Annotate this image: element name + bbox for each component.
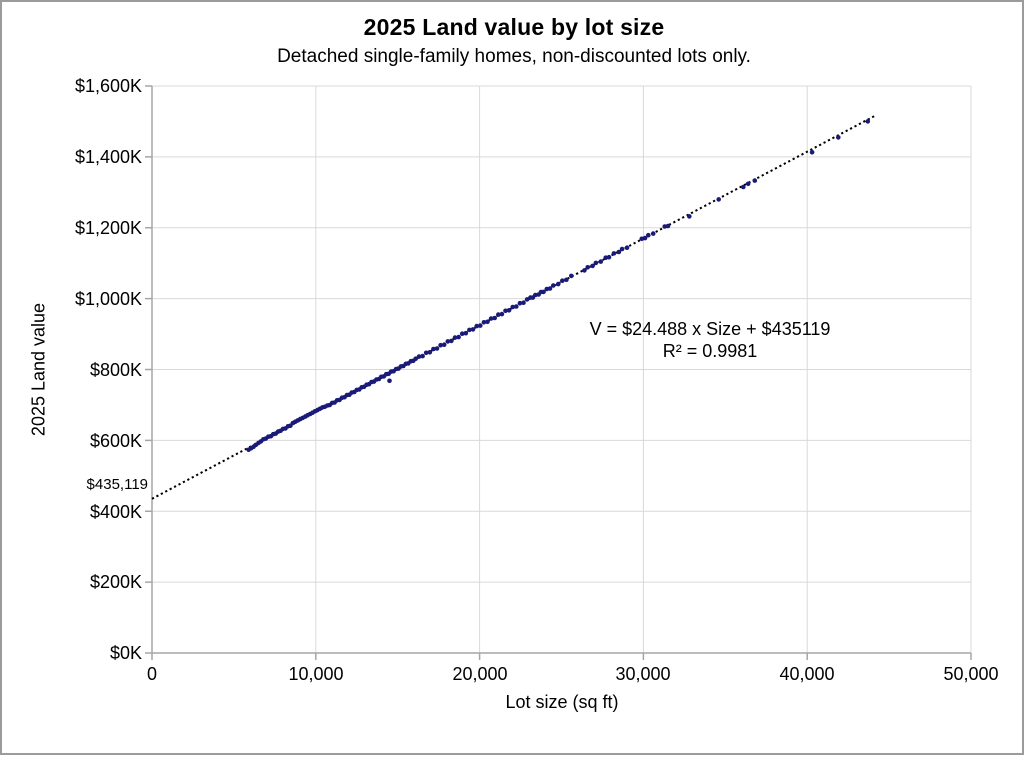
regression-r-squared: R² = 0.9981 xyxy=(662,341,758,361)
regression-equation: V = $24.488 x Size + $435119 xyxy=(589,319,831,339)
x-tick-label-20000: 20,000 xyxy=(452,664,508,684)
y-tick-label-1600k: $1,600K xyxy=(74,76,142,96)
trend-intercept-label: $435,119 xyxy=(86,476,148,493)
y-tick-label-400k: $400K xyxy=(89,502,142,522)
y-axis-title: 2025 Land value xyxy=(28,302,49,437)
x-tick-label-10000: 10,000 xyxy=(288,664,344,684)
x-tick-label-40000: 40,000 xyxy=(779,664,835,684)
y-tick-label-1400k: $1,400K xyxy=(74,147,142,167)
x-axis-title: Lot size (sq ft) xyxy=(505,692,619,712)
y-tick-label-800k: $800K xyxy=(89,360,142,380)
x-tick-label-50000: 50,000 xyxy=(943,664,999,684)
y-tick-label-0k: $0K xyxy=(109,643,142,663)
gridlines xyxy=(152,85,972,653)
x-tick-label-30000: 30,000 xyxy=(615,664,671,684)
chart-subtitle: Detached single-family homes, non-discou… xyxy=(277,46,751,67)
y-tick-label-1200k: $1,200K xyxy=(74,218,142,238)
y-tick-label-200k: $200K xyxy=(89,572,142,592)
x-tick-label-0: 0 xyxy=(146,664,157,684)
axes xyxy=(145,85,972,660)
y-tick-label-600k: $600K xyxy=(89,431,142,451)
chart-title: 2025 Land value by lot size xyxy=(363,14,665,40)
scatter-points xyxy=(246,119,871,453)
y-tick-label-1000k: $1,000K xyxy=(74,289,142,309)
regression-annotation: V = $24.488 x Size + $435119 R² = 0.9981 xyxy=(510,318,910,362)
